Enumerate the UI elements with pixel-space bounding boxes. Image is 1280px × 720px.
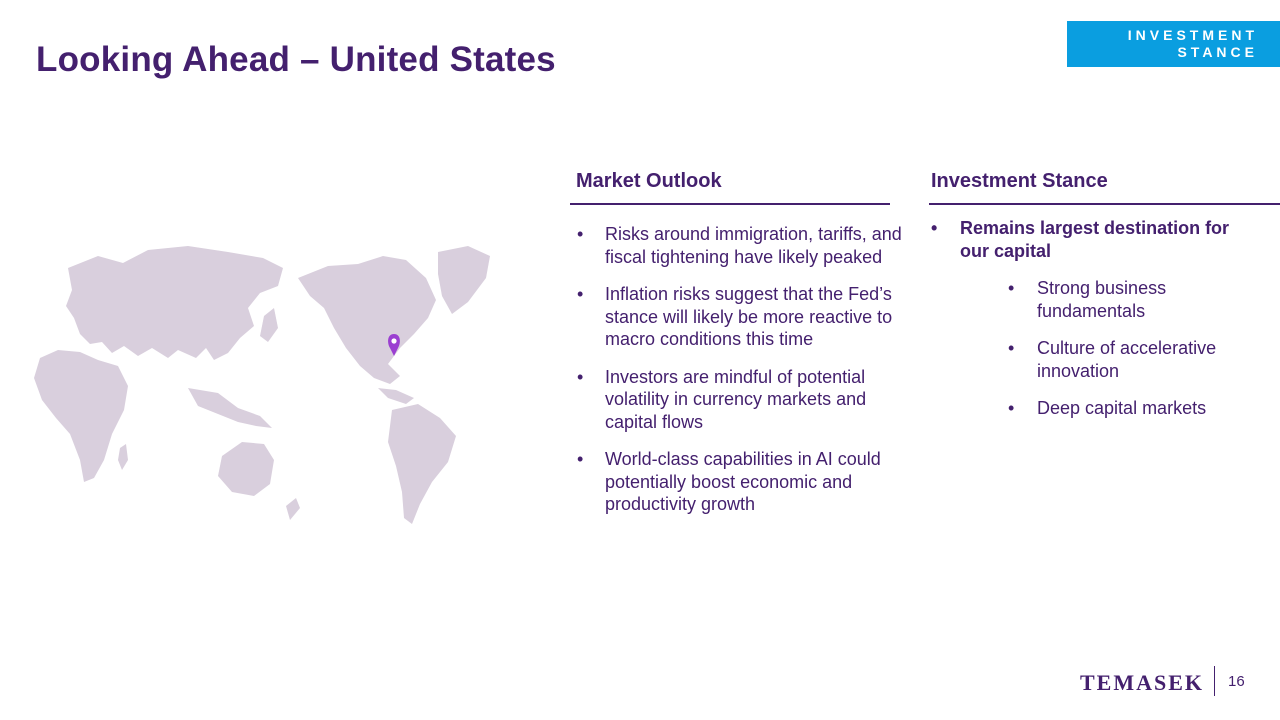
investment-stance-sub-point: Deep capital markets bbox=[1008, 397, 1261, 420]
australia-landmass bbox=[218, 442, 274, 496]
market-outlook-list: Risks around immigration, tariffs, and f… bbox=[577, 223, 907, 531]
market-outlook-rule bbox=[570, 203, 890, 205]
investment-stance-badge: INVESTMENT STANCE bbox=[1067, 21, 1280, 67]
main-point-text: Remains largest destination for our capi… bbox=[960, 218, 1230, 261]
page-title: Looking Ahead – United States bbox=[36, 40, 556, 79]
investment-stance-sub-point: Strong business fundamentals bbox=[1008, 277, 1261, 322]
market-outlook-bullet: World-class capabilities in AI could pot… bbox=[577, 448, 907, 516]
investment-stance-heading: Investment Stance bbox=[931, 170, 1108, 192]
investment-stance-sub-list: Strong business fundamentals Culture of … bbox=[960, 277, 1261, 420]
market-outlook-heading: Market Outlook bbox=[576, 170, 722, 192]
eurasia-landmass bbox=[66, 246, 283, 360]
footer-divider bbox=[1214, 666, 1215, 696]
investment-stance-sub-point: Culture of accelerative innovation bbox=[1008, 337, 1261, 382]
page-number: 16 bbox=[1228, 673, 1245, 690]
se-asia-islands bbox=[188, 388, 272, 428]
madagascar-landmass bbox=[118, 444, 128, 470]
greenland-landmass bbox=[438, 246, 490, 314]
location-pin-icon bbox=[388, 334, 400, 356]
new-zealand-landmass bbox=[286, 498, 300, 520]
africa-landmass bbox=[34, 350, 128, 482]
investment-stance-rule bbox=[929, 203, 1280, 205]
market-outlook-bullet: Inflation risks suggest that the Fed’s s… bbox=[577, 283, 907, 351]
investment-stance-list: Remains largest destination for our capi… bbox=[931, 217, 1261, 435]
temasek-logo: TEMASEK bbox=[1080, 670, 1205, 695]
japan-landmass bbox=[260, 308, 278, 342]
market-outlook-bullet: Investors are mindful of potential volat… bbox=[577, 366, 907, 434]
market-outlook-bullet: Risks around immigration, tariffs, and f… bbox=[577, 223, 907, 268]
north-america-landmass bbox=[298, 256, 436, 384]
caribbean-landmass bbox=[378, 388, 414, 404]
world-map bbox=[34, 246, 490, 524]
investment-stance-main-point: Remains largest destination for our capi… bbox=[931, 217, 1261, 420]
south-america-landmass bbox=[388, 404, 456, 524]
